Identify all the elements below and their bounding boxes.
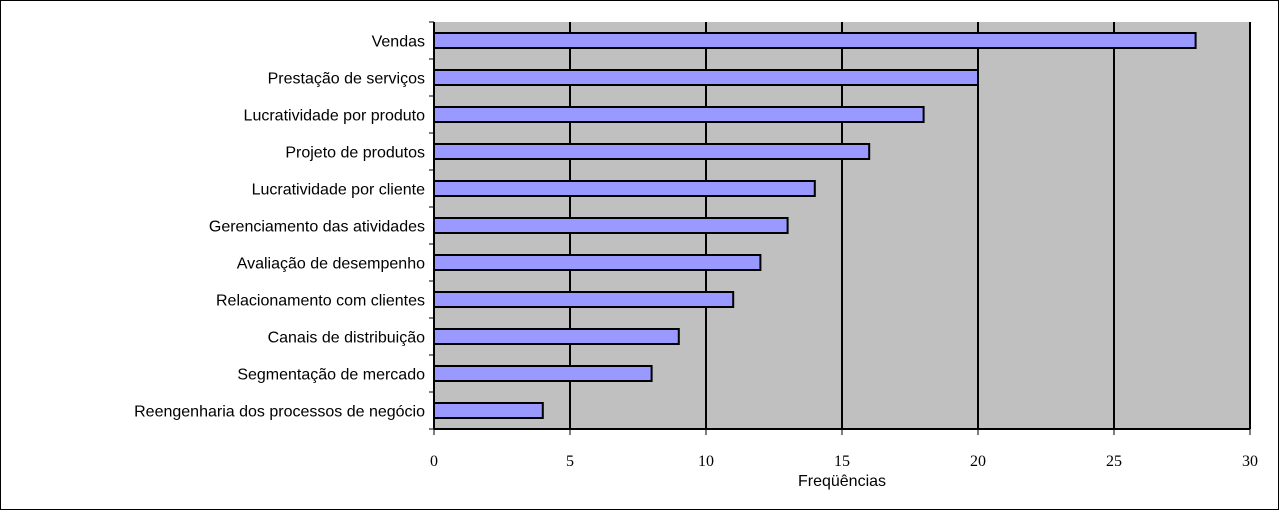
bar — [433, 291, 735, 308]
category-label: Segmentação de mercado — [237, 367, 425, 384]
x-tick-label: 5 — [566, 453, 574, 470]
category-label: Vendas — [372, 34, 425, 51]
x-tick-label: 30 — [1242, 453, 1258, 470]
bar — [433, 69, 979, 86]
bar — [433, 254, 762, 271]
category-labels: Vendas Prestação de serviços Lucratividade… — [134, 34, 425, 421]
category-label: Avaliação de desempenho — [237, 256, 425, 273]
axes — [429, 21, 1251, 435]
bar — [433, 217, 789, 234]
bar — [433, 32, 1197, 49]
x-tick-label: 0 — [430, 453, 438, 470]
x-tick-label: 10 — [698, 453, 714, 470]
x-axis-title: Freqüências — [798, 473, 886, 490]
bar — [433, 106, 925, 123]
category-label: Lucratividade por produto — [244, 108, 426, 125]
category-label: Lucratividade por cliente — [252, 182, 426, 199]
category-label: Relacionamento com clientes — [216, 293, 425, 310]
category-label: Projeto de produtos — [285, 145, 425, 162]
category-label: Canais de distribuição — [268, 330, 426, 347]
bar — [433, 328, 680, 345]
tick-labels: 0 5 10 15 20 25 30 — [430, 453, 1258, 470]
category-label: Gerenciamento das atividades — [209, 219, 425, 236]
bar — [433, 402, 544, 419]
x-tick-label: 15 — [834, 453, 850, 470]
category-label: Reengenharia dos processos de negócio — [134, 404, 425, 421]
x-tick-label: 20 — [970, 453, 986, 470]
x-tick-label: 25 — [1106, 453, 1122, 470]
bar — [433, 365, 653, 382]
bar — [433, 143, 871, 160]
category-label: Prestação de serviços — [268, 71, 425, 88]
bar — [433, 180, 816, 197]
